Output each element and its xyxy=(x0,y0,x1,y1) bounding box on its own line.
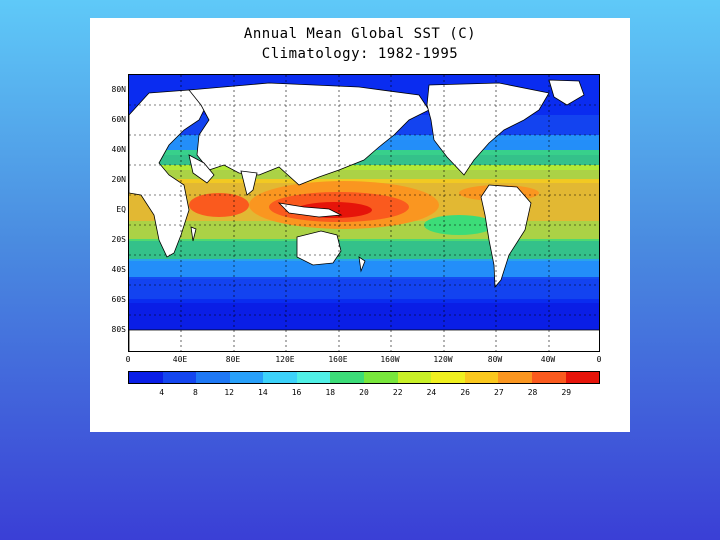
figure-panel: Annual Mean Global SST (C) Climatology: … xyxy=(90,18,630,432)
color-scale-label: 22 xyxy=(392,388,403,397)
grid-lines xyxy=(129,75,599,351)
color-scale-label: 18 xyxy=(325,388,336,397)
lat-label: 80S xyxy=(111,325,126,334)
lon-label: 0 xyxy=(125,355,131,364)
color-scale-swatch xyxy=(565,372,600,383)
lon-label: 40W xyxy=(540,355,556,364)
color-scale-label: 26 xyxy=(460,388,470,397)
australia xyxy=(296,230,342,266)
south-america xyxy=(480,184,532,289)
lat-label: 20S xyxy=(111,235,126,244)
color-scale-swatch xyxy=(397,372,432,383)
new-zealand xyxy=(358,256,366,273)
land-group xyxy=(129,79,599,351)
sst-map xyxy=(128,74,600,352)
color-scale-label: 8 xyxy=(193,388,198,397)
color-scale-swatch xyxy=(431,372,465,383)
arabia xyxy=(188,154,215,184)
color-scale-label: 4 xyxy=(159,388,165,397)
lon-label: 80E xyxy=(225,355,241,364)
sst-map-graphic xyxy=(129,75,599,351)
color-scale-swatch xyxy=(296,372,331,383)
lat-label: 60S xyxy=(111,295,126,304)
color-scale-swatch xyxy=(464,372,499,383)
band-s-warm xyxy=(129,239,599,261)
lat-label: 20N xyxy=(111,175,126,184)
color-scale-label: 28 xyxy=(527,388,538,397)
lat-label: 60N xyxy=(111,115,126,124)
india xyxy=(240,170,258,196)
color-scale-swatch xyxy=(498,372,532,383)
color-scale-swatch xyxy=(162,372,197,383)
band-s-mid xyxy=(129,259,599,279)
madagascar xyxy=(190,226,197,242)
color-scale-label: 24 xyxy=(426,388,437,397)
color-scale-label: 27 xyxy=(494,388,504,397)
color-scale-label: 12 xyxy=(224,388,234,397)
lon-label: 0 xyxy=(596,355,602,364)
antarctica xyxy=(129,329,599,351)
lat-label: 40S xyxy=(111,265,126,274)
lon-label: 120W xyxy=(433,355,453,364)
color-scale-swatch xyxy=(330,372,365,383)
indonesia xyxy=(277,202,343,218)
lon-label: 80W xyxy=(487,355,503,364)
indian-ocean-warm xyxy=(189,193,249,217)
band-s-cool xyxy=(129,277,599,299)
color-scale-swatch xyxy=(364,372,398,383)
color-scale-bar xyxy=(128,371,600,384)
color-scale-swatch xyxy=(196,372,230,383)
asia xyxy=(188,82,430,186)
lat-label: 80N xyxy=(111,85,126,94)
color-scale-label: 29 xyxy=(561,388,572,397)
map-subtitle: Climatology: 1982-1995 xyxy=(261,46,459,62)
lon-label: 160W xyxy=(380,355,400,364)
color-scale-label: 20 xyxy=(359,388,369,397)
greenland xyxy=(548,79,585,106)
color-scale-swatch xyxy=(531,372,566,383)
lat-label: EQ xyxy=(116,205,126,214)
color-scale-label: 16 xyxy=(291,388,302,397)
map-title: Annual Mean Global SST (C) xyxy=(243,26,477,42)
lat-label: 40N xyxy=(111,145,126,154)
color-scale-label: 14 xyxy=(258,388,268,397)
lon-label: 40E xyxy=(172,355,188,364)
lon-label: 120E xyxy=(275,355,295,364)
lon-label: 160E xyxy=(328,355,348,364)
color-scale-swatch xyxy=(229,372,264,383)
north-america xyxy=(426,82,550,176)
color-scale-swatch xyxy=(263,372,297,383)
color-scale-swatch xyxy=(129,372,163,383)
